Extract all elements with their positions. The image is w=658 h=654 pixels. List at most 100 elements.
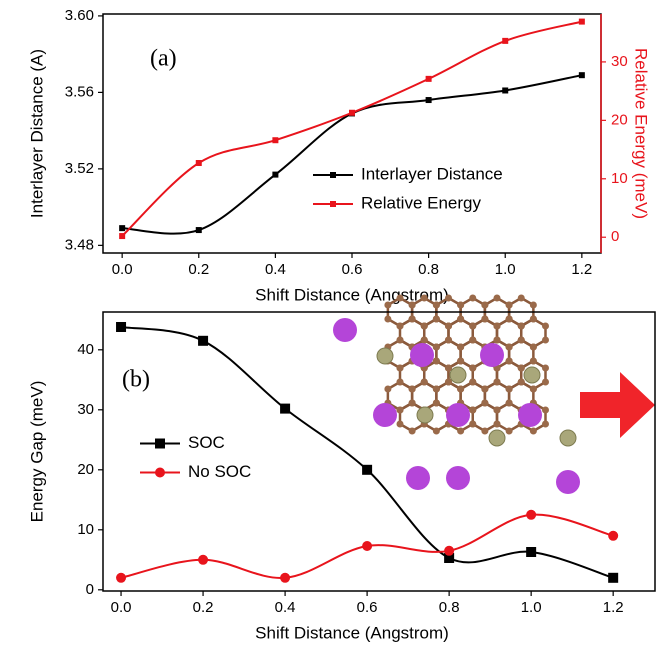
marker — [116, 322, 126, 332]
x-tick-label: 0.4 — [265, 261, 286, 278]
carbon-atom — [457, 428, 464, 435]
carbon-atom — [445, 295, 452, 302]
x-tick-label: 0.6 — [357, 599, 378, 616]
carbon-atom — [518, 323, 525, 330]
y2-tick-label: 10 — [611, 170, 628, 187]
carbon-atom — [433, 302, 440, 309]
marker — [579, 19, 585, 25]
carbon-atom — [530, 344, 537, 351]
bi-atom — [556, 470, 580, 494]
legend-label: SOC — [188, 433, 225, 452]
panel-label: (b) — [122, 367, 150, 393]
marker — [608, 531, 618, 541]
bi-atom — [373, 403, 397, 427]
carbon-atom — [409, 386, 416, 393]
carbon-atom — [397, 365, 404, 372]
carbon-atom — [409, 428, 416, 435]
carbon-atom — [433, 400, 440, 407]
marker — [426, 97, 432, 103]
tl-atom — [417, 407, 433, 423]
bi-atom — [480, 343, 504, 367]
legend-marker — [155, 439, 165, 449]
y-tick-label: 10 — [77, 521, 94, 538]
marker — [502, 38, 508, 44]
y-tick-label: 3.56 — [65, 83, 94, 100]
carbon-atom — [409, 400, 416, 407]
figure: 0.00.20.40.60.81.01.23.483.523.563.60010… — [0, 0, 658, 654]
carbon-atom — [518, 337, 525, 344]
marker — [426, 76, 432, 82]
y2-tick-label: 30 — [611, 53, 628, 70]
bi-atom — [406, 466, 430, 490]
carbon-atom — [397, 337, 404, 344]
carbon-atom — [493, 379, 500, 386]
x-tick-label: 1.0 — [495, 261, 516, 278]
carbon-atom — [530, 428, 537, 435]
y-tick-label: 3.48 — [65, 236, 94, 253]
carbon-atom — [457, 302, 464, 309]
y-tick-label: 0 — [86, 581, 94, 598]
carbon-atom — [433, 344, 440, 351]
marker — [280, 404, 290, 414]
carbon-atom — [530, 302, 537, 309]
y-tick-label: 30 — [77, 401, 94, 418]
carbon-atom — [493, 323, 500, 330]
carbon-atom — [493, 295, 500, 302]
carbon-atom — [481, 428, 488, 435]
carbon-atom — [469, 337, 476, 344]
carbon-atom — [542, 365, 549, 372]
x-axis-label: Shift Distance (Angstrom) — [255, 623, 449, 642]
carbon-atom — [530, 358, 537, 365]
carbon-atom — [506, 428, 513, 435]
carbon-atom — [481, 316, 488, 323]
carbon-atom — [542, 379, 549, 386]
carbon-atom — [518, 295, 525, 302]
x-tick-label: 0.8 — [418, 261, 439, 278]
carbon-atom — [542, 421, 549, 428]
legend-marker — [155, 468, 165, 478]
marker — [119, 233, 125, 239]
carbon-atom — [457, 316, 464, 323]
y-axis-label: Interlayer Distance (A) — [27, 49, 46, 218]
carbon-atom — [481, 386, 488, 393]
legend-label: No SOC — [188, 462, 251, 481]
marker — [196, 160, 202, 166]
marker — [196, 227, 202, 233]
carbon-atom — [433, 428, 440, 435]
panel-label: (a) — [150, 46, 177, 72]
carbon-atom — [506, 386, 513, 393]
x-tick-label: 0.0 — [112, 261, 133, 278]
carbon-atom — [506, 400, 513, 407]
carbon-atom — [397, 295, 404, 302]
carbon-atom — [469, 421, 476, 428]
x-tick-label: 0.2 — [193, 599, 214, 616]
carbon-atom — [384, 302, 391, 309]
carbon-ring — [497, 403, 521, 431]
shift-arrow — [580, 372, 655, 438]
x-tick-label: 0.8 — [439, 599, 460, 616]
carbon-atom — [433, 316, 440, 323]
marker — [272, 172, 278, 178]
carbon-atom — [384, 316, 391, 323]
marker — [280, 573, 290, 583]
y-tick-label: 3.60 — [65, 7, 94, 24]
carbon-atom — [530, 386, 537, 393]
carbon-atom — [506, 358, 513, 365]
carbon-atom — [518, 379, 525, 386]
carbon-atom — [397, 323, 404, 330]
marker — [526, 510, 536, 520]
marker — [502, 87, 508, 93]
tl-atom — [489, 430, 505, 446]
carbon-atom — [469, 379, 476, 386]
carbon-atom — [469, 295, 476, 302]
y2-tick-label: 20 — [611, 111, 628, 128]
bi-atom — [410, 343, 434, 367]
carbon-atom — [421, 337, 428, 344]
carbon-atom — [469, 323, 476, 330]
marker — [198, 555, 208, 565]
carbon-atom — [506, 302, 513, 309]
carbon-atom — [493, 421, 500, 428]
legend-marker — [330, 201, 336, 207]
tl-atom — [450, 367, 466, 383]
legend-label: Relative Energy — [361, 193, 482, 212]
